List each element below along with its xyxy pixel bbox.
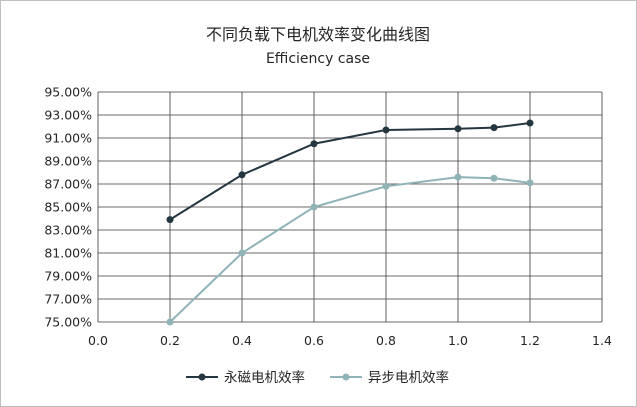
- y-tick-label: 91.00%: [44, 131, 92, 146]
- series-line-2: [169, 176, 531, 323]
- data-point: [238, 171, 246, 179]
- data-point: [526, 119, 534, 127]
- series-line-1: [169, 122, 531, 221]
- chart-title: 不同负载下电机效率变化曲线图: [206, 25, 430, 44]
- x-tick-label: 1.4: [592, 333, 612, 348]
- y-tick-label: 95.00%: [44, 85, 92, 100]
- y-tick-label: 75.00%: [44, 315, 92, 330]
- chart-subtitle: Efficiency case: [266, 51, 370, 67]
- data-point: [382, 126, 390, 134]
- data-point: [382, 182, 390, 190]
- y-tick-label: 81.00%: [44, 246, 92, 261]
- y-tick-label: 87.00%: [44, 177, 92, 192]
- y-tick-label: 93.00%: [44, 108, 92, 123]
- data-point: [526, 179, 534, 187]
- x-tick-label: 0.6: [304, 333, 324, 348]
- y-tick-label: 77.00%: [44, 292, 92, 307]
- x-tick-label: 0.0: [88, 333, 108, 348]
- data-point: [310, 203, 318, 211]
- data-point: [454, 173, 462, 181]
- data-point: [310, 140, 318, 148]
- x-tick-label: 0.8: [376, 333, 396, 348]
- x-tick-label: 1.0: [448, 333, 468, 348]
- legend-swatch-marker: [198, 373, 206, 381]
- data-point: [454, 125, 462, 133]
- y-axis-ticks: 75.00% 77.00% 79.00% 81.00% 83.00% 85.00% 87.0…: [44, 85, 92, 330]
- data-point: [238, 249, 246, 257]
- x-tick-label: 0.2: [160, 333, 180, 348]
- data-point: [490, 124, 498, 132]
- y-tick-label: 79.00%: [44, 269, 92, 284]
- legend: 永磁电机效率 异步电机效率: [186, 369, 449, 386]
- x-axis-ticks: 0.0 0.2 0.4 0.6 0.8 1.0 1.2 1.4: [88, 333, 612, 348]
- y-tick-label: 83.00%: [44, 223, 92, 238]
- y-tick-label: 89.00%: [44, 154, 92, 169]
- data-point: [490, 174, 498, 182]
- x-tick-label: 1.2: [520, 333, 540, 348]
- data-point: [166, 318, 174, 326]
- series-group: [166, 119, 534, 326]
- legend-swatch-marker: [342, 373, 350, 381]
- legend-label: 永磁电机效率: [224, 369, 305, 386]
- y-tick-label: 85.00%: [44, 200, 92, 215]
- grid: [97, 91, 603, 323]
- data-point: [166, 216, 174, 224]
- x-tick-label: 0.4: [232, 333, 252, 348]
- legend-label: 异步电机效率: [368, 369, 449, 386]
